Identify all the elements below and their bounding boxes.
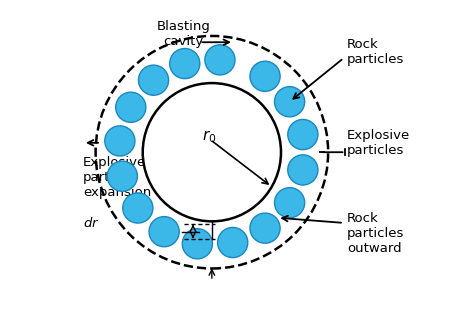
Text: Rock
particles: Rock particles	[347, 38, 404, 66]
Circle shape	[105, 126, 135, 156]
Text: Explosive
particles: Explosive particles	[347, 129, 410, 157]
Circle shape	[182, 229, 212, 259]
Circle shape	[288, 155, 318, 185]
Circle shape	[107, 161, 137, 191]
Circle shape	[123, 193, 153, 223]
Circle shape	[205, 45, 235, 75]
Circle shape	[170, 49, 200, 79]
Text: Explosive
particle
expansion: Explosive particle expansion	[83, 156, 151, 199]
Circle shape	[143, 83, 281, 221]
Circle shape	[250, 213, 280, 243]
Circle shape	[288, 120, 318, 150]
Text: $dr$: $dr$	[83, 216, 100, 230]
Circle shape	[250, 61, 280, 91]
Text: $r_0$: $r_0$	[201, 128, 216, 145]
Text: Blasting
cavity: Blasting cavity	[156, 20, 210, 48]
Circle shape	[138, 65, 169, 95]
Circle shape	[274, 188, 305, 218]
Circle shape	[149, 217, 179, 247]
Circle shape	[116, 92, 146, 122]
Circle shape	[218, 228, 248, 258]
Circle shape	[274, 87, 305, 117]
Text: Rock
particles
outward: Rock particles outward	[347, 212, 404, 256]
